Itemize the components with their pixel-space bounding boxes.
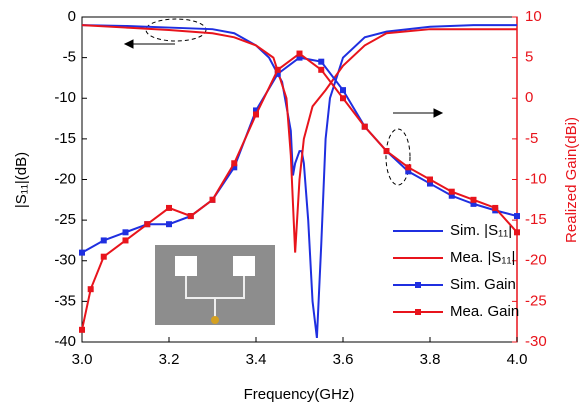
x-tick-label: 3.6 xyxy=(333,351,354,368)
marker xyxy=(274,70,281,77)
marker xyxy=(296,54,303,61)
marker xyxy=(166,221,172,228)
y2-tick-label: -5 xyxy=(525,130,538,147)
marker xyxy=(514,229,520,236)
marker xyxy=(470,196,477,203)
y2-tick-label: 0 xyxy=(525,89,533,106)
marker xyxy=(470,200,477,207)
y-tick-label: -40 xyxy=(54,333,76,350)
marker xyxy=(166,204,172,211)
y2-tick-label: -25 xyxy=(525,292,547,309)
x-tick-label: 4.0 xyxy=(507,351,528,368)
marker xyxy=(100,237,107,244)
marker xyxy=(144,221,151,228)
y2-axis-label: Realized Gain(dBi) xyxy=(563,117,580,243)
marker xyxy=(514,213,520,220)
y-tick-label: -20 xyxy=(54,170,76,187)
legend-marker xyxy=(415,282,421,288)
marker xyxy=(87,286,94,293)
y-tick-label: -30 xyxy=(54,252,76,269)
legend-label: Mea. Gain xyxy=(450,303,519,320)
y2-tick-label: -20 xyxy=(525,252,547,269)
marker xyxy=(405,168,412,175)
marker xyxy=(361,123,368,130)
marker xyxy=(318,66,325,73)
y-tick-label: -35 xyxy=(54,292,76,309)
x-tick-label: 3.8 xyxy=(420,351,441,368)
y2-tick-label: -30 xyxy=(525,333,547,350)
y-tick-label: -15 xyxy=(54,130,76,147)
marker xyxy=(427,180,433,187)
marker xyxy=(79,249,85,256)
marker xyxy=(100,253,107,260)
marker xyxy=(448,192,455,199)
legend-label: Mea. |S₁₁| xyxy=(450,249,515,266)
y-tick-label: -5 xyxy=(63,49,76,66)
legend-label: Sim. |S₁₁| xyxy=(450,222,512,239)
marker xyxy=(209,196,216,203)
y-tick-label: 0 xyxy=(68,8,76,25)
inset-photo xyxy=(155,245,275,325)
x-axis-label: Frequency(GHz) xyxy=(244,386,355,403)
marker xyxy=(274,66,281,73)
legend-marker xyxy=(415,309,421,315)
marker xyxy=(122,229,129,236)
y2-tick-label: -10 xyxy=(525,170,547,187)
series-line xyxy=(81,24,517,253)
y2-tick-label: 10 xyxy=(525,8,542,25)
marker xyxy=(427,176,433,183)
y2-tick-label: -15 xyxy=(525,211,547,228)
marker xyxy=(231,164,238,171)
marker xyxy=(492,204,499,211)
marker xyxy=(405,164,412,171)
x-tick-label: 3.4 xyxy=(246,351,267,368)
series-line xyxy=(81,52,518,331)
y-tick-label: -25 xyxy=(54,211,76,228)
marker xyxy=(318,58,325,65)
marker xyxy=(231,160,238,167)
y-axis-label: |S₁₁|(dB) xyxy=(13,152,30,208)
marker xyxy=(253,107,259,114)
y2-tick-label: 5 xyxy=(525,49,533,66)
marker xyxy=(448,188,455,195)
x-tick-label: 3.2 xyxy=(159,351,180,368)
marker xyxy=(296,50,303,57)
marker xyxy=(187,213,194,220)
x-tick-label: 3.0 xyxy=(72,351,93,368)
marker xyxy=(340,95,346,102)
marker xyxy=(253,111,259,118)
annotations xyxy=(123,18,444,186)
marker xyxy=(79,326,85,333)
marker xyxy=(340,87,346,94)
y-tick-label: -10 xyxy=(54,89,76,106)
marker xyxy=(383,148,390,155)
marker xyxy=(122,237,129,244)
legend-label: Sim. Gain xyxy=(450,276,516,293)
